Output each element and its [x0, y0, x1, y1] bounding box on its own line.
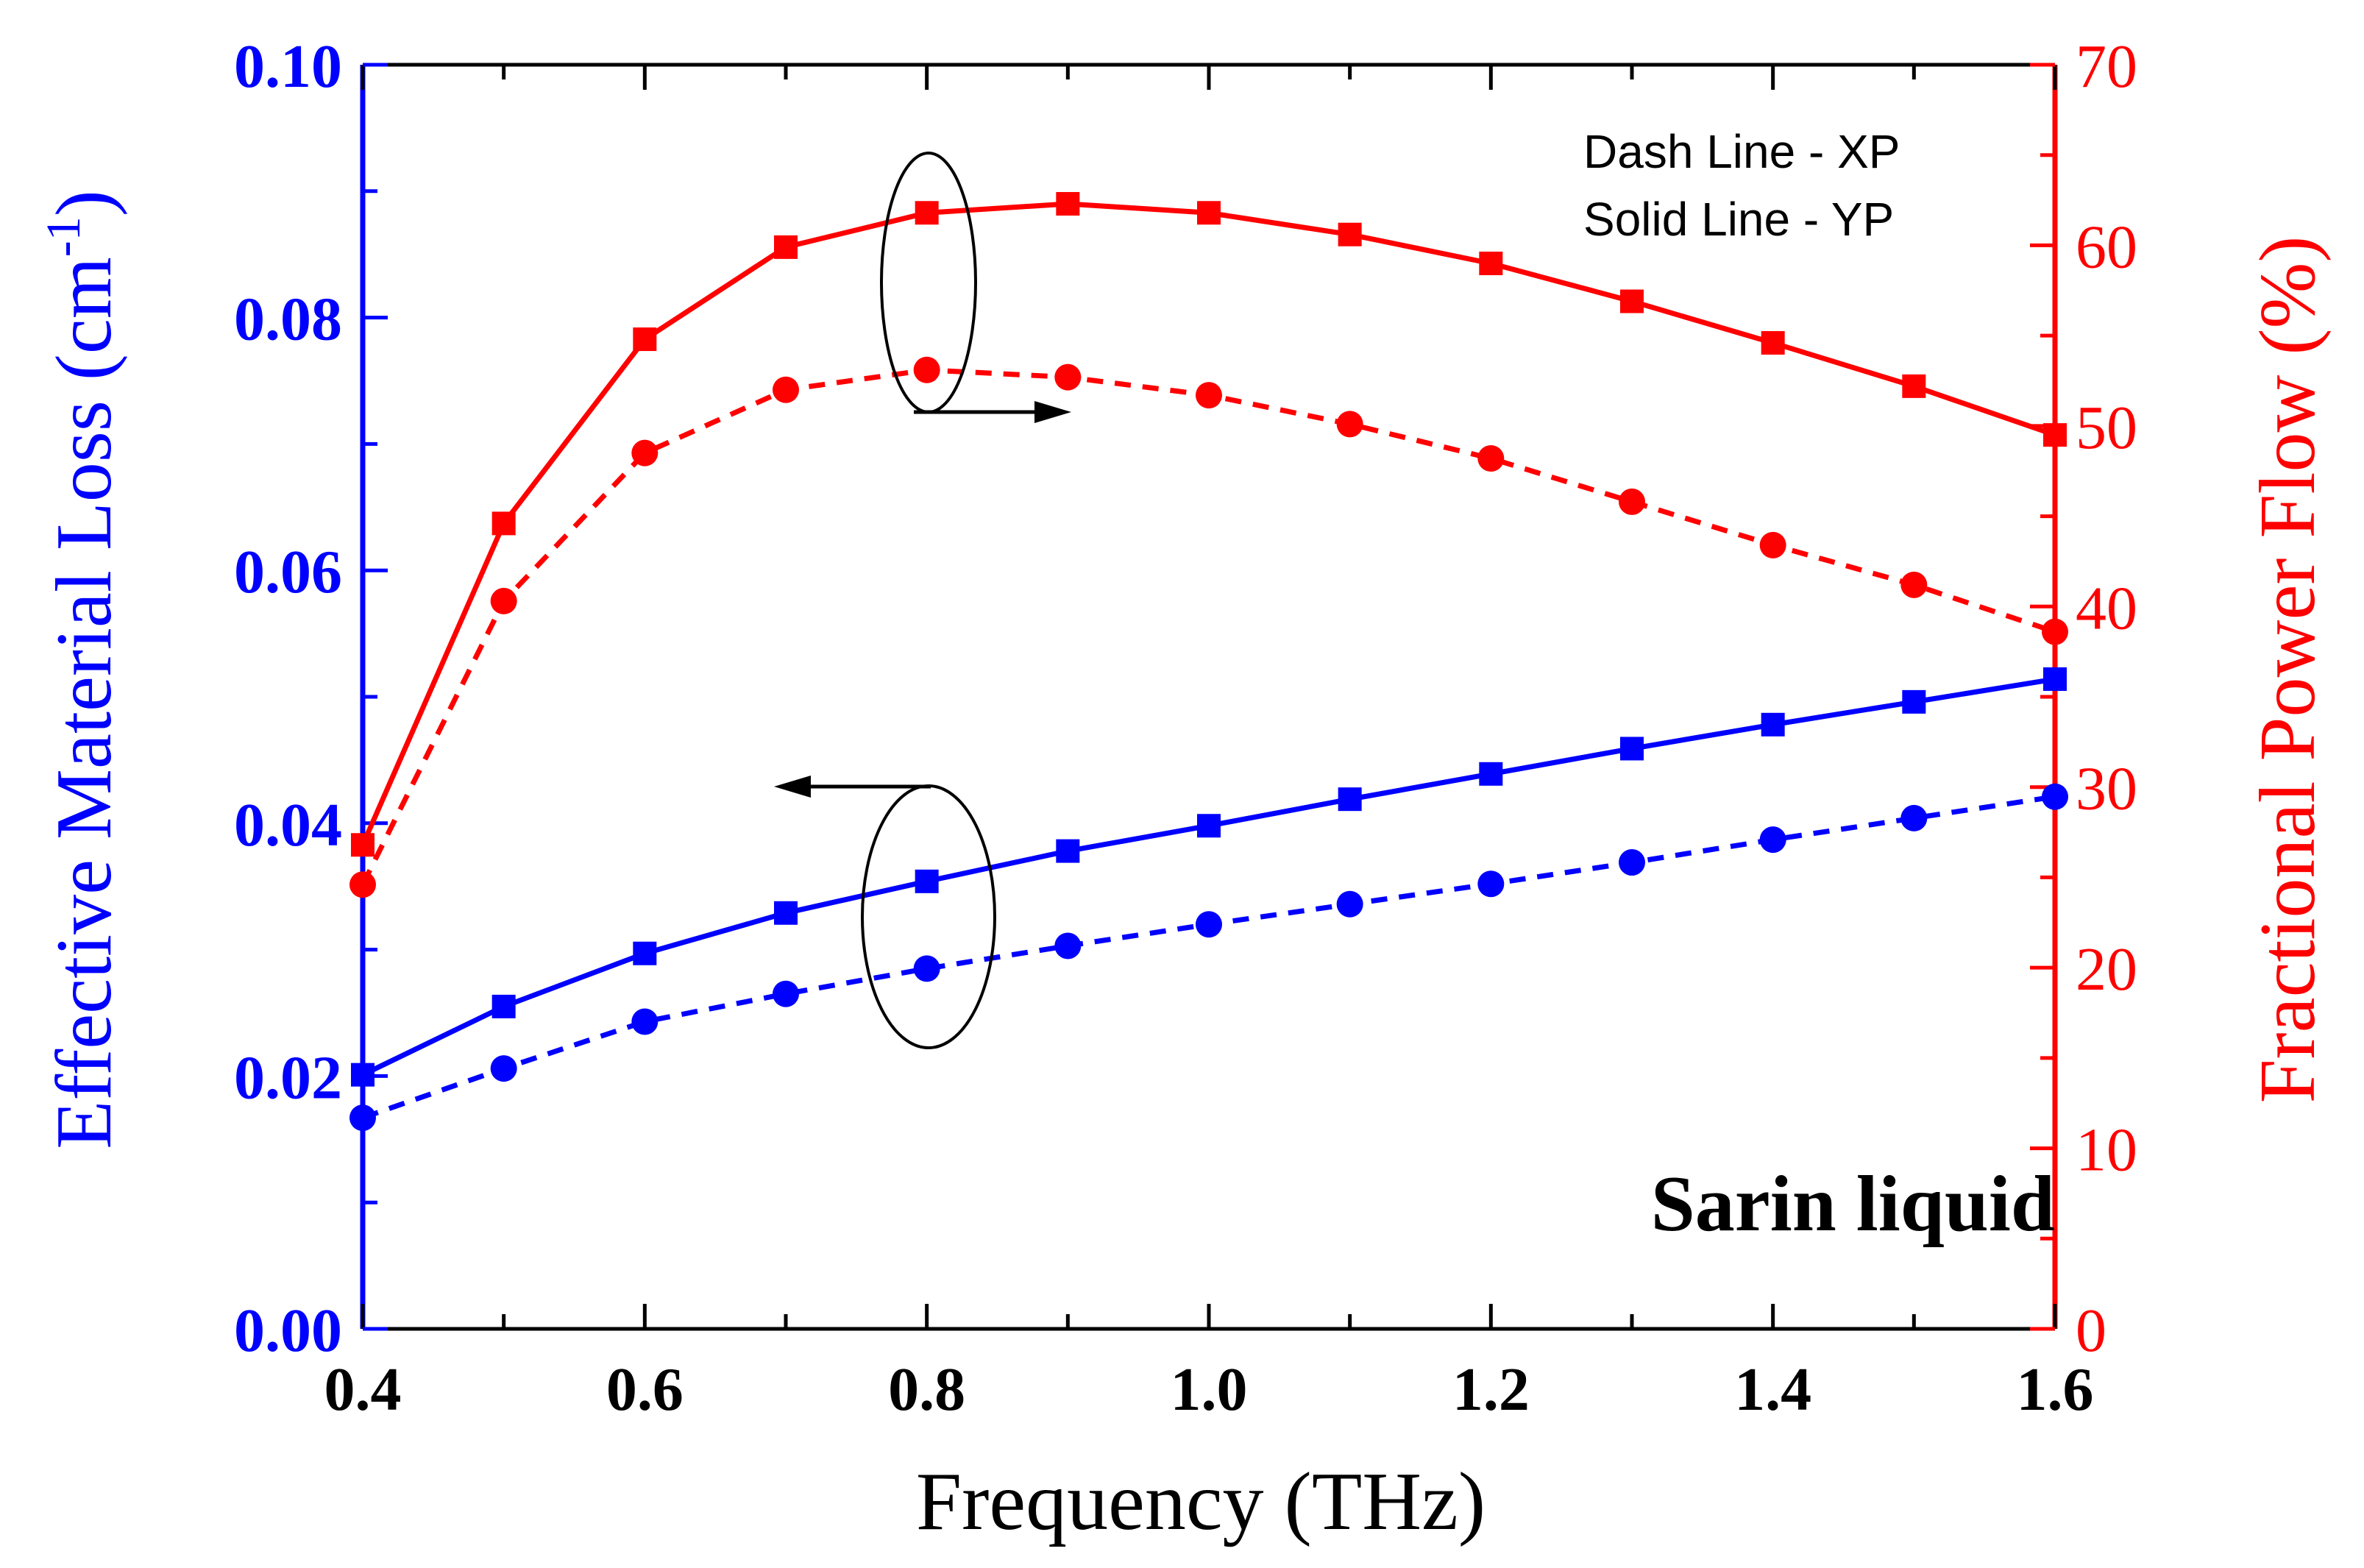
- y-right-tick-label: 20: [2076, 935, 2137, 1004]
- x-tick-label: 1.6: [2017, 1355, 2094, 1424]
- y-left-tick-label: 0.02: [234, 1043, 342, 1112]
- x-tick-label: 1.4: [1734, 1355, 1811, 1424]
- point-power-xp: [1196, 382, 1222, 409]
- y-left-tick-label: 0.00: [234, 1296, 342, 1365]
- point-loss-yp: [774, 901, 798, 925]
- point-loss-xp: [2042, 783, 2068, 810]
- point-loss-xp: [1054, 932, 1082, 959]
- point-power-yp: [915, 201, 939, 225]
- left-y-axis-label: Effective Material Loss (cm-1): [37, 190, 128, 1149]
- point-loss-xp: [1759, 826, 1786, 854]
- point-loss-yp: [351, 1063, 375, 1087]
- point-power-xp: [1759, 531, 1786, 558]
- right-y-axis-label: Fractional Power Flow (%): [2244, 236, 2332, 1104]
- point-loss-yp: [1338, 787, 1362, 812]
- y-right-tick-label: 50: [2076, 394, 2137, 462]
- point-loss-yp: [1479, 762, 1503, 786]
- right-arrow-head: [1034, 401, 1071, 423]
- series-line-power-yp: [360, 201, 2056, 846]
- y-right-tick-label: 40: [2076, 574, 2137, 642]
- point-loss-xp: [1477, 870, 1505, 898]
- legend-yp: Solid Line - YP: [1583, 193, 1894, 246]
- left-y-axis-label-sup: -1: [37, 216, 90, 257]
- point-power-xp: [913, 356, 940, 383]
- series-layer: [349, 191, 2068, 1132]
- left-series-callout-ellipse: [861, 784, 996, 1049]
- point-loss-xp: [1619, 849, 1645, 876]
- point-loss-yp: [633, 941, 657, 965]
- x-tick-label: 0.4: [324, 1355, 402, 1424]
- y-left-tick-label: 0.06: [234, 538, 342, 606]
- point-loss-xp: [631, 1008, 659, 1035]
- point-power-yp: [1479, 251, 1503, 275]
- point-power-xp: [773, 376, 799, 403]
- point-power-xp: [1619, 488, 1645, 515]
- point-loss-xp: [349, 1104, 376, 1132]
- sample-annotation: Sarin liquid: [1651, 1160, 2055, 1248]
- y-right-tick-label: 60: [2076, 213, 2137, 281]
- point-loss-xp: [913, 955, 940, 982]
- point-loss-yp: [1620, 737, 1644, 761]
- y-right-tick-label: 30: [2076, 755, 2137, 823]
- point-loss-xp: [1900, 804, 1928, 831]
- x-tick-label: 0.6: [606, 1355, 684, 1424]
- point-loss-xp: [1196, 911, 1222, 938]
- point-power-yp: [1197, 201, 1221, 225]
- left-arrow-head: [774, 776, 811, 798]
- point-loss-yp: [1902, 689, 1926, 714]
- point-power-xp: [1336, 411, 1363, 438]
- point-power-yp: [1761, 330, 1785, 355]
- series-line-loss-yp: [361, 676, 2056, 1077]
- left-y-axis-label-close: ): [40, 190, 128, 216]
- y-right-tick-label: 10: [2076, 1116, 2137, 1185]
- x-tick-label: 0.8: [888, 1355, 965, 1424]
- point-power-xp: [490, 587, 517, 614]
- point-power-xp: [1900, 571, 1928, 598]
- y-left-tick-label: 0.08: [234, 285, 342, 354]
- point-loss-yp: [1056, 839, 1080, 863]
- point-power-yp: [1056, 191, 1080, 216]
- series-line-power-xp: [360, 367, 2056, 886]
- point-power-yp: [633, 327, 657, 352]
- x-tick-label: 1.0: [1171, 1355, 1248, 1424]
- point-power-yp: [1338, 222, 1362, 246]
- point-loss-yp: [1197, 814, 1221, 838]
- point-loss-yp: [491, 994, 516, 1018]
- point-power-xp: [1477, 445, 1505, 472]
- legend-xp: Dash Line - XP: [1583, 125, 1900, 178]
- axes-layer: 0.4 0.6 0.8 1.0 1.2 1.4 1.6 0.00 0.02 0.04 0.06 0.0…: [234, 32, 2137, 1424]
- point-power-yp: [351, 833, 375, 857]
- annotation-layer: Dash Line - XP Solid Line - YP Sarin liq…: [37, 125, 2332, 1547]
- point-power-yp: [2043, 423, 2067, 447]
- left-y-axis-label-main: Effective Material Loss (cm: [40, 257, 128, 1149]
- y-left-tick-label: 0.04: [234, 791, 342, 859]
- point-power-xp: [2042, 618, 2068, 645]
- point-power-yp: [774, 235, 798, 259]
- point-loss-yp: [915, 869, 939, 893]
- point-loss-yp: [2043, 667, 2067, 691]
- point-power-yp: [1620, 289, 1644, 313]
- series-line-loss-xp: [361, 794, 2056, 1121]
- point-loss-xp: [1336, 890, 1363, 918]
- point-loss-xp: [773, 980, 799, 1007]
- point-power-xp: [1054, 363, 1082, 391]
- point-loss-xp: [490, 1055, 517, 1082]
- point-power-xp: [631, 439, 659, 467]
- y-right-tick-label: 0: [2076, 1296, 2106, 1365]
- y-left-tick-label: 0.10: [234, 32, 342, 101]
- point-power-yp: [491, 511, 516, 536]
- point-power-xp: [349, 871, 376, 898]
- x-axis-label: Frequency (THz): [916, 1456, 1486, 1547]
- y-right-tick-label: 70: [2076, 32, 2137, 101]
- point-power-yp: [1902, 374, 1926, 398]
- point-loss-yp: [1761, 712, 1785, 737]
- x-tick-label: 1.2: [1452, 1355, 1530, 1424]
